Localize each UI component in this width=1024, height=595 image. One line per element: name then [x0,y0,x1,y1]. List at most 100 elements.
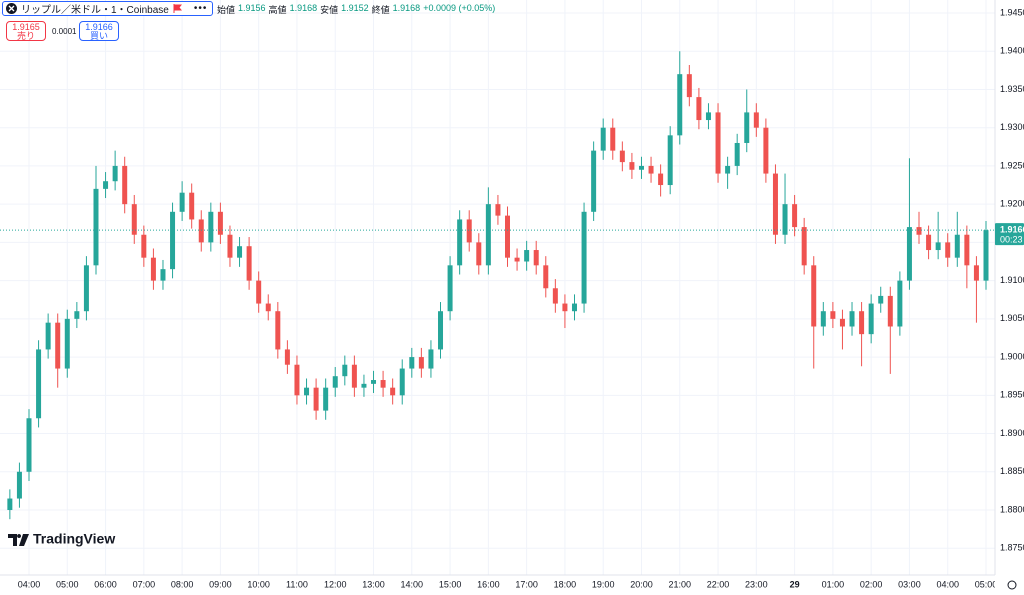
spread: 0.0001 [52,27,77,36]
candle-body [485,204,491,266]
x-tick-label: 29 [790,579,800,589]
last-price-box [995,223,1024,246]
y-tick-label: 1.9300 [1000,122,1024,132]
candle-body [973,265,979,281]
candle-body [859,311,865,335]
candle-body [926,234,932,251]
candle-body [16,471,22,499]
buy-button[interactable]: 1.9166 買い [79,21,119,41]
y-tick-label: 1.9350 [1000,84,1024,94]
ohlc-label: 高値 [268,5,287,15]
candle-body [571,303,577,312]
flag-icon[interactable] [173,4,182,13]
x-tick-label: 02:00 [860,579,883,589]
candle-body [170,211,176,270]
y-tick-label: 1.8900 [1000,428,1024,438]
candle-body [45,322,51,350]
x-tick-label: 21:00 [668,579,691,589]
candle-body [648,165,654,174]
candle-body [103,181,109,189]
change: +0.0009 (+0.05%) [423,3,496,13]
candle-body [524,250,530,262]
countdown: 00:23 [1000,235,1023,245]
candle-body [658,173,664,186]
x-tick-label: 12:00 [324,579,347,589]
more-icon[interactable]: ••• [193,3,208,14]
candle-body [141,234,147,258]
candle-body [131,204,137,235]
candle-body [179,192,185,212]
ohlc-label: 終値 [371,5,390,15]
buy-label: 買い [89,31,108,41]
y-tick-label: 1.9450 [1000,7,1024,17]
candle-body [313,387,319,411]
logo-icon [8,534,29,546]
candle-body [122,165,128,205]
x-tick-label: 06:00 [94,579,117,589]
candle-body [390,387,396,396]
candle-body [705,112,711,121]
candle-body [83,265,89,312]
candle-body [208,211,214,243]
last-price-label: 1.9166 [1000,225,1024,235]
y-tick-label: 1.9200 [1000,199,1024,209]
y-tick-label: 1.9250 [1000,160,1024,170]
candle-body [112,165,118,182]
y-tick-label: 1.8750 [1000,543,1024,553]
candle-body [696,97,702,121]
candle-body [246,246,252,281]
candle-body [505,215,510,258]
x-tick-label: 10:00 [247,579,270,589]
candle-body [811,265,817,327]
candle-body [562,303,568,312]
candle-body [371,380,377,384]
candle-body [887,295,893,327]
x-tick-label: 17:00 [515,579,538,589]
x-tick-label: 15:00 [439,579,462,589]
candle-body [610,127,616,151]
candle-body [237,246,243,258]
x-tick-label: 05:00 [56,579,79,589]
y-tick-label: 1.9400 [1000,46,1024,56]
symbol: リップル／米ドル・1・Coinbase [21,5,169,16]
candle-body [619,150,625,163]
candle-body [782,204,788,235]
logo: TradingView [8,531,115,547]
candle-body [332,376,338,388]
candle-body [361,383,367,388]
candle-body [801,227,807,266]
x-tick-label: 20:00 [630,579,653,589]
candle-body [227,234,233,258]
y-tick-label: 1.8800 [1000,504,1024,514]
ohlc-value: 1.9156 [238,3,266,13]
candle-body [945,242,951,258]
candle-body [686,74,692,98]
candle-body [323,387,329,411]
symbol-icon [6,3,17,14]
x-tick-label: 08:00 [171,579,194,589]
x-tick-label: 09:00 [209,579,232,589]
symbol-box[interactable]: リップル／米ドル・1・Coinbase ••• [2,1,213,16]
x-tick-label: 19:00 [592,579,615,589]
candle-body [715,112,721,174]
y-tick-label: 1.9100 [1000,275,1024,285]
ohlc: 始値 1.9156 高値 1.9168 安値 1.9152 終値 1.9168 +0.0… [217,3,495,16]
candle-body [7,498,13,511]
candle-body [409,357,415,369]
candle-body [734,142,740,166]
candle-body [189,192,195,220]
candle-body [447,265,453,312]
candle-body [954,234,960,258]
candle-body [906,227,912,281]
candle-body [495,204,501,216]
y-tick-label: 1.9050 [1000,313,1024,323]
candle-body [294,364,300,396]
sell-button[interactable]: 1.9165 売り [6,21,46,41]
x-tick-label: 23:00 [745,579,768,589]
x-tick-label: 16:00 [477,579,500,589]
candle-body [543,265,549,289]
candle-body [935,242,941,251]
candle-body [916,227,922,235]
